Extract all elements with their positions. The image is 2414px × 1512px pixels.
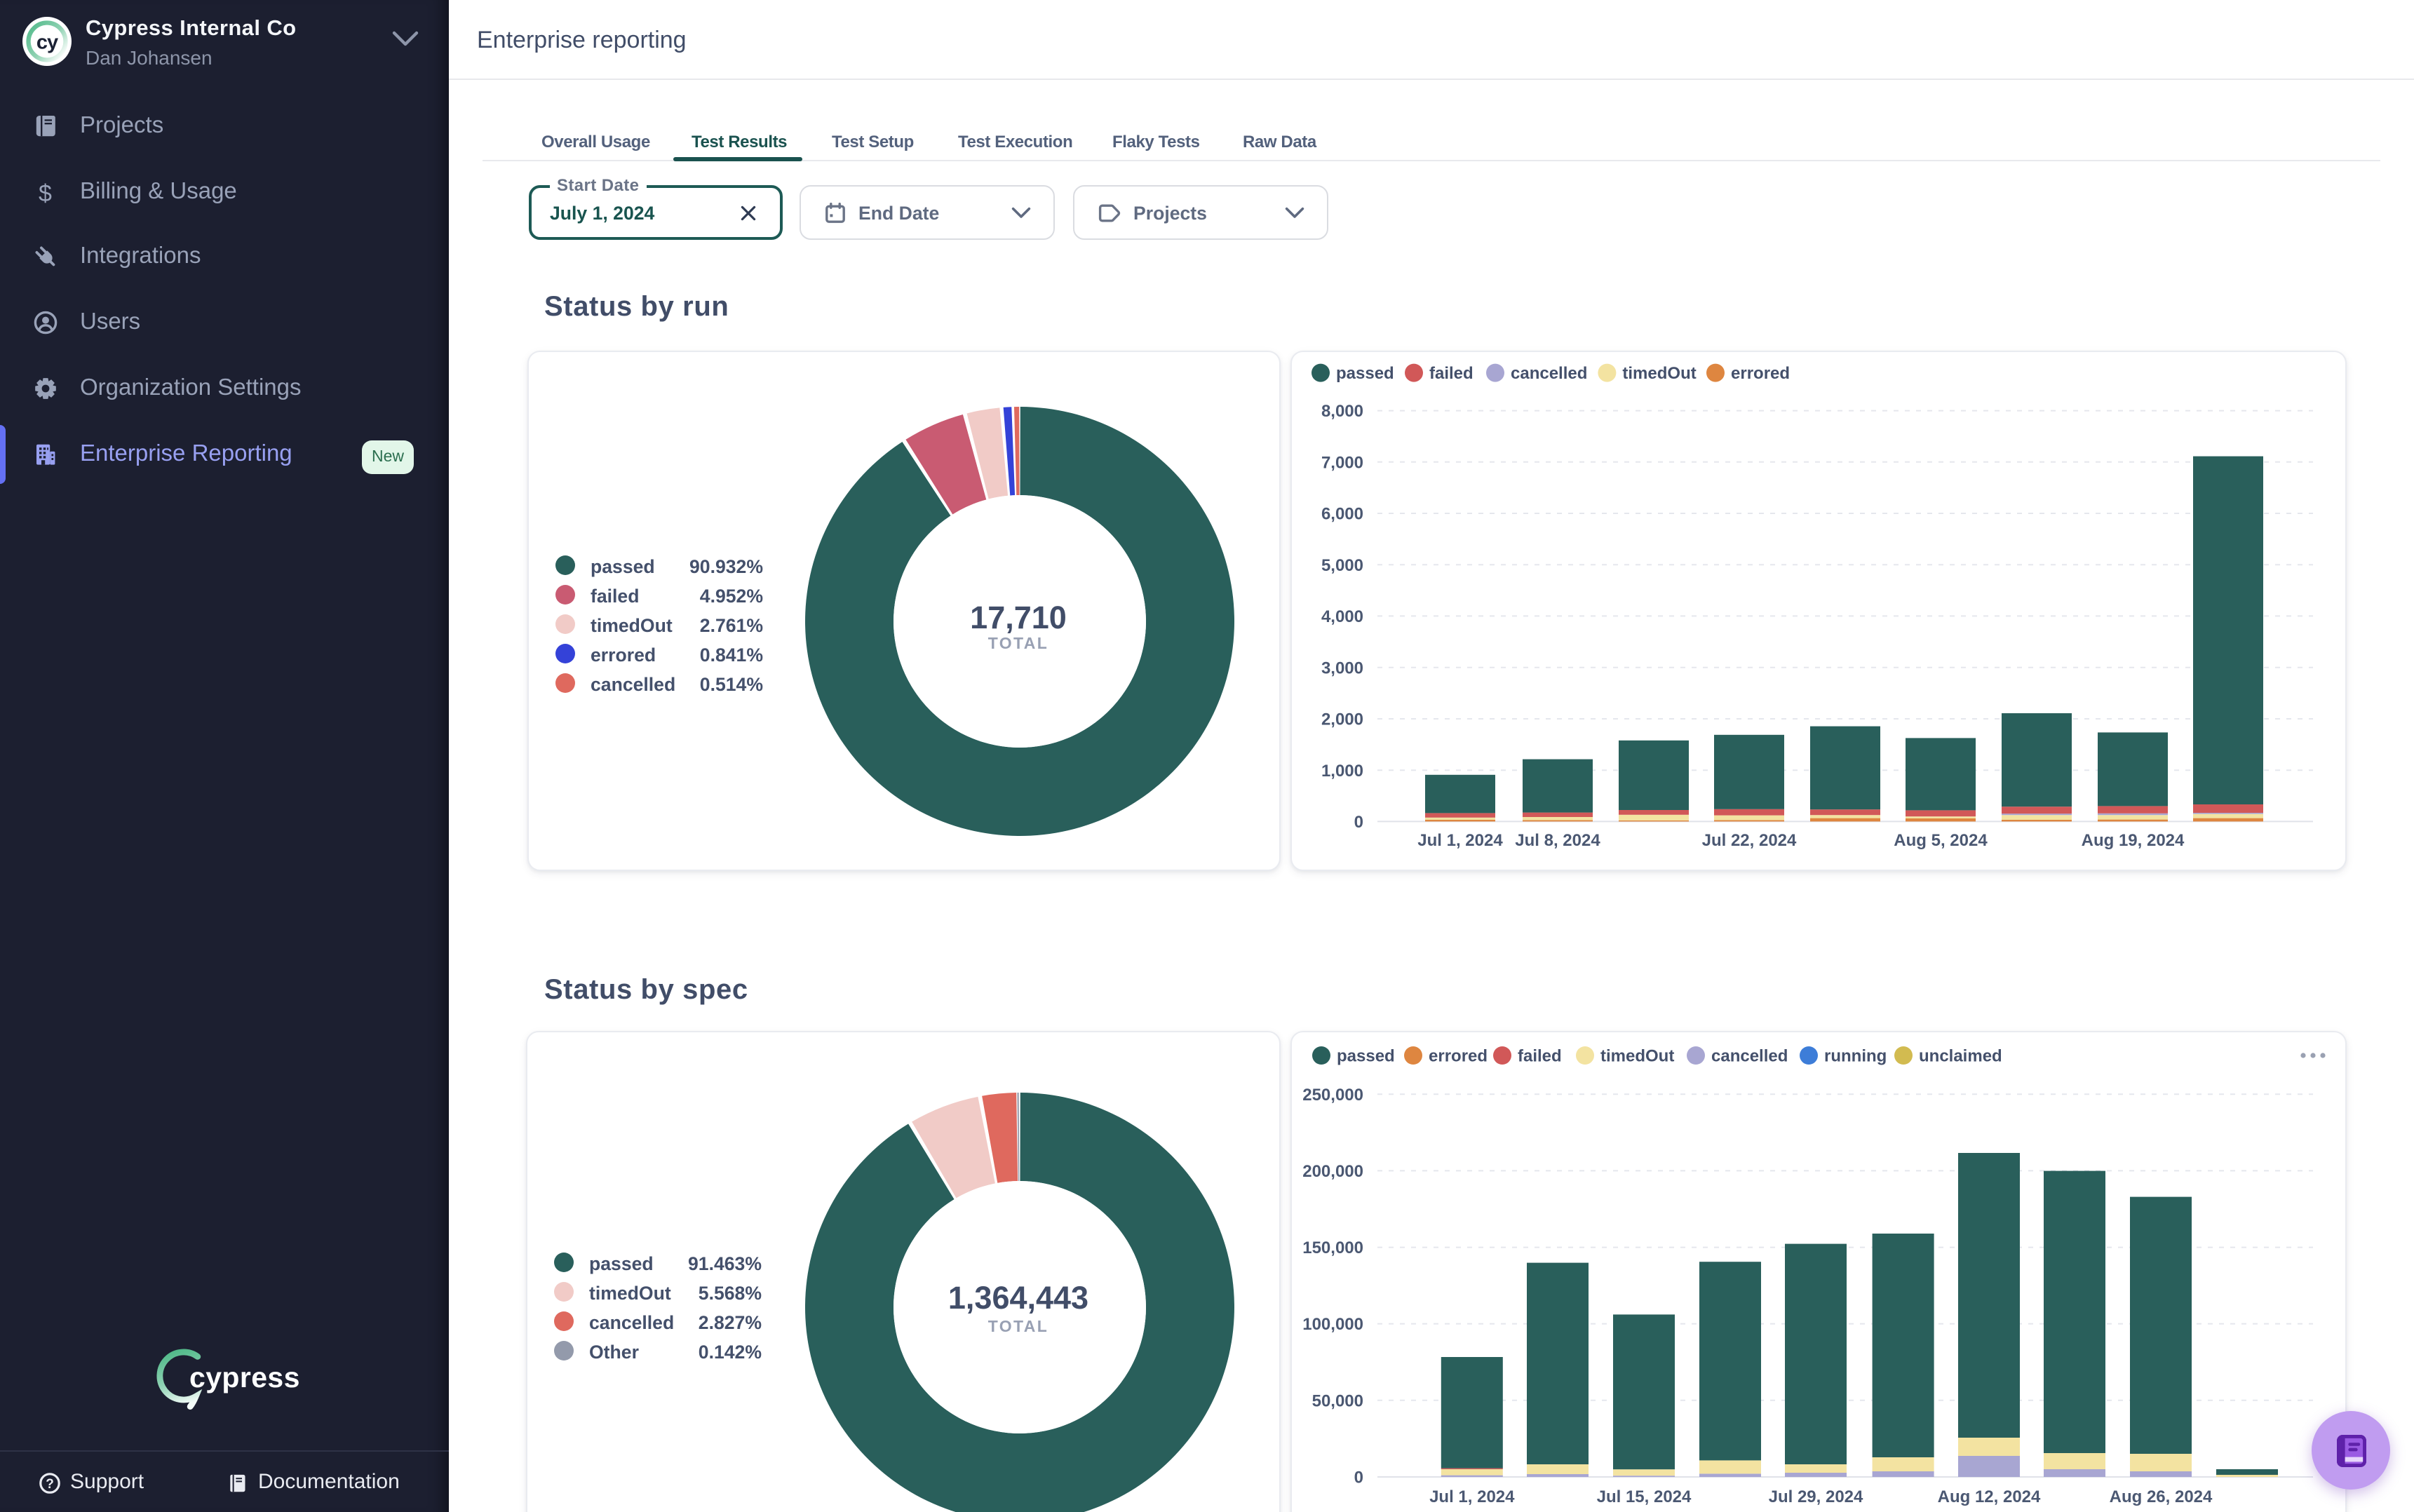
svg-text:2.827%: 2.827% — [699, 1312, 762, 1333]
svg-text:Other: Other — [589, 1342, 639, 1363]
svg-text:cancelled: cancelled — [1711, 1046, 1788, 1065]
svg-text:7,000: 7,000 — [1321, 453, 1363, 472]
svg-text:Jul 22, 2024: Jul 22, 2024 — [1702, 831, 1797, 850]
svg-text:failed: failed — [591, 586, 639, 607]
svg-text:3,000: 3,000 — [1321, 659, 1363, 677]
svg-text:Aug 26, 2024: Aug 26, 2024 — [2110, 1487, 2213, 1506]
svg-text:17,710: 17,710 — [970, 600, 1067, 635]
svg-text:5.568%: 5.568% — [699, 1283, 762, 1304]
svg-text:cypress: cypress — [189, 1361, 300, 1393]
svg-text:50,000: 50,000 — [1312, 1391, 1363, 1410]
svg-text:Aug 19, 2024: Aug 19, 2024 — [2082, 831, 2185, 850]
svg-text:1,364,443: 1,364,443 — [948, 1280, 1088, 1316]
svg-text:timedOut: timedOut — [1600, 1046, 1674, 1065]
svg-text:passed: passed — [591, 556, 655, 577]
svg-text:250,000: 250,000 — [1302, 1086, 1363, 1105]
svg-text:4,000: 4,000 — [1321, 607, 1363, 626]
svg-text:errored: errored — [591, 644, 656, 666]
svg-text:TOTAL: TOTAL — [988, 634, 1049, 652]
svg-text:0.142%: 0.142% — [699, 1342, 762, 1363]
svg-text:0.841%: 0.841% — [700, 644, 763, 666]
svg-text:0: 0 — [1354, 813, 1363, 832]
svg-text:200,000: 200,000 — [1302, 1162, 1363, 1181]
svg-text:timedOut: timedOut — [589, 1283, 671, 1304]
svg-text:unclaimed: unclaimed — [1919, 1046, 2002, 1065]
svg-text:failed: failed — [1518, 1046, 1562, 1065]
svg-text:Jul 15, 2024: Jul 15, 2024 — [1597, 1487, 1692, 1506]
svg-text:cancelled: cancelled — [591, 674, 675, 695]
svg-text:90.932%: 90.932% — [689, 556, 763, 577]
svg-text:2,000: 2,000 — [1321, 710, 1363, 729]
svg-text:5,000: 5,000 — [1321, 556, 1363, 575]
svg-text:Aug 5, 2024: Aug 5, 2024 — [1894, 831, 1988, 850]
svg-text:cancelled: cancelled — [589, 1312, 674, 1333]
svg-text:failed: failed — [1429, 364, 1474, 383]
svg-text:errored: errored — [1731, 364, 1790, 383]
svg-text:6,000: 6,000 — [1321, 505, 1363, 524]
svg-text:Jul 8, 2024: Jul 8, 2024 — [1515, 831, 1600, 850]
svg-text:errored: errored — [1429, 1046, 1488, 1065]
svg-text:?: ? — [46, 1477, 54, 1492]
svg-text:Aug 12, 2024: Aug 12, 2024 — [1938, 1487, 2041, 1506]
svg-text:running: running — [1824, 1046, 1887, 1065]
svg-text:0: 0 — [1354, 1469, 1363, 1487]
svg-text:cy: cy — [36, 32, 58, 54]
svg-text:8,000: 8,000 — [1321, 402, 1363, 421]
svg-text:passed: passed — [1337, 1046, 1395, 1065]
svg-text:timedOut: timedOut — [1622, 364, 1696, 383]
svg-text:cancelled: cancelled — [1511, 364, 1587, 383]
svg-text:TOTAL: TOTAL — [988, 1317, 1049, 1335]
svg-text:$: $ — [39, 180, 52, 203]
svg-text:100,000: 100,000 — [1302, 1315, 1363, 1334]
svg-text:passed: passed — [1336, 364, 1394, 383]
svg-text:1,000: 1,000 — [1321, 762, 1363, 781]
svg-text:0.514%: 0.514% — [700, 674, 763, 695]
svg-text:timedOut: timedOut — [591, 615, 673, 636]
svg-text:2.761%: 2.761% — [700, 615, 763, 636]
svg-text:Jul 1, 2024: Jul 1, 2024 — [1429, 1487, 1515, 1506]
svg-text:4.952%: 4.952% — [700, 586, 763, 607]
svg-text:150,000: 150,000 — [1302, 1238, 1363, 1257]
svg-text:91.463%: 91.463% — [688, 1253, 762, 1274]
svg-text:passed: passed — [589, 1253, 654, 1274]
svg-text:Jul 1, 2024: Jul 1, 2024 — [1417, 831, 1503, 850]
svg-text:Jul 29, 2024: Jul 29, 2024 — [1769, 1487, 1863, 1506]
